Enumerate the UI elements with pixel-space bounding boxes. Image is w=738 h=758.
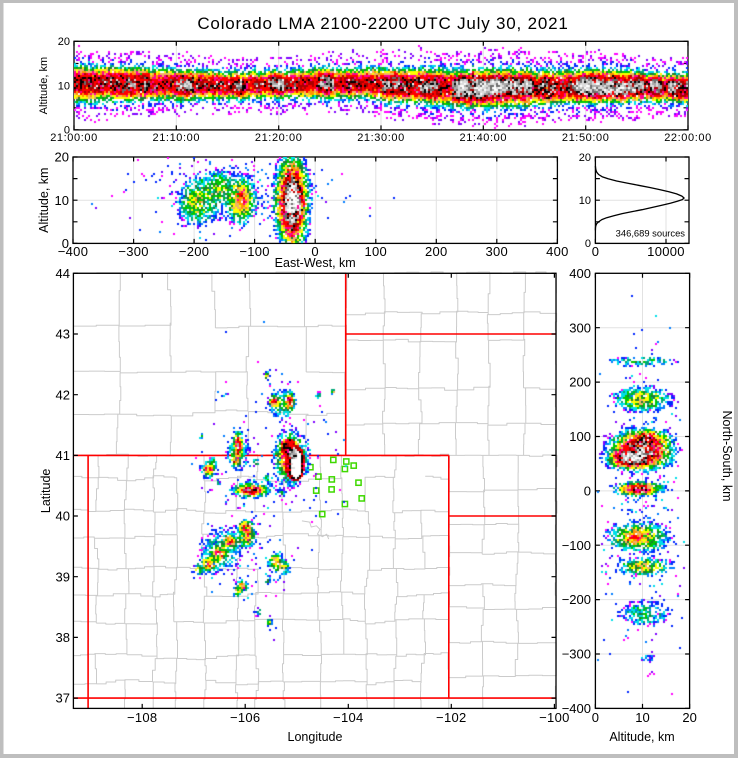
svg-text:Colorado LMA 2100-2200 UTC Jul: Colorado LMA 2100-2200 UTC July 30, 2021: [197, 14, 568, 33]
svg-text:38: 38: [56, 630, 70, 645]
svg-text:40: 40: [56, 509, 70, 524]
svg-text:20: 20: [682, 710, 696, 725]
svg-text:North-South, km: North-South, km: [720, 410, 734, 501]
svg-text:346,689 sources: 346,689 sources: [616, 228, 686, 239]
svg-text:21:40:00: 21:40:00: [459, 132, 507, 144]
svg-text:400: 400: [569, 266, 591, 281]
svg-text:20: 20: [58, 36, 70, 48]
svg-text:21:10:00: 21:10:00: [152, 132, 200, 144]
svg-text:−300: −300: [562, 647, 591, 662]
svg-text:−400: −400: [58, 244, 88, 259]
svg-text:0: 0: [584, 484, 591, 499]
svg-text:−106: −106: [230, 710, 260, 725]
svg-text:−200: −200: [562, 592, 591, 607]
svg-text:21:20:00: 21:20:00: [255, 132, 303, 144]
svg-text:Altitude, km: Altitude, km: [38, 57, 50, 114]
svg-text:200: 200: [425, 244, 448, 259]
svg-text:East-West, km: East-West, km: [275, 256, 356, 270]
svg-text:20: 20: [579, 152, 591, 164]
svg-text:0: 0: [64, 125, 70, 137]
svg-text:Altitude, km: Altitude, km: [609, 730, 674, 744]
svg-text:−100: −100: [562, 538, 591, 553]
svg-text:200: 200: [569, 375, 591, 390]
svg-text:37: 37: [56, 691, 70, 706]
svg-text:42: 42: [56, 387, 70, 402]
svg-text:0: 0: [592, 244, 599, 259]
svg-text:300: 300: [569, 320, 591, 335]
svg-text:39: 39: [56, 569, 70, 584]
svg-text:21:50:00: 21:50:00: [562, 132, 610, 144]
svg-text:−400: −400: [562, 701, 591, 716]
svg-text:−200: −200: [179, 244, 209, 259]
svg-text:0: 0: [311, 244, 319, 259]
svg-text:10: 10: [635, 710, 649, 725]
svg-text:100: 100: [365, 244, 388, 259]
svg-text:−108: −108: [127, 710, 157, 725]
svg-text:100: 100: [569, 429, 591, 444]
svg-text:Longitude: Longitude: [288, 730, 343, 744]
svg-text:Altitude, km: Altitude, km: [37, 168, 51, 233]
svg-text:−100: −100: [239, 244, 269, 259]
svg-text:21:00:00: 21:00:00: [50, 132, 98, 144]
svg-text:10: 10: [55, 193, 69, 208]
svg-text:−300: −300: [118, 244, 148, 259]
svg-text:22:00:00: 22:00:00: [664, 132, 712, 144]
svg-text:21:30:00: 21:30:00: [357, 132, 405, 144]
svg-text:0: 0: [62, 236, 69, 251]
svg-text:−102: −102: [436, 710, 466, 725]
svg-text:43: 43: [56, 327, 70, 342]
svg-text:0: 0: [585, 238, 591, 250]
svg-text:400: 400: [546, 244, 569, 259]
svg-text:41: 41: [56, 448, 70, 463]
svg-text:44: 44: [56, 266, 70, 281]
svg-text:10: 10: [58, 80, 70, 92]
svg-text:20: 20: [55, 150, 69, 165]
svg-text:0: 0: [592, 710, 599, 725]
svg-text:300: 300: [486, 244, 509, 259]
svg-text:10000: 10000: [647, 244, 685, 259]
svg-text:−104: −104: [333, 710, 363, 725]
svg-text:−100: −100: [539, 710, 569, 725]
svg-text:10: 10: [579, 195, 591, 207]
svg-text:Latitude: Latitude: [39, 469, 53, 514]
